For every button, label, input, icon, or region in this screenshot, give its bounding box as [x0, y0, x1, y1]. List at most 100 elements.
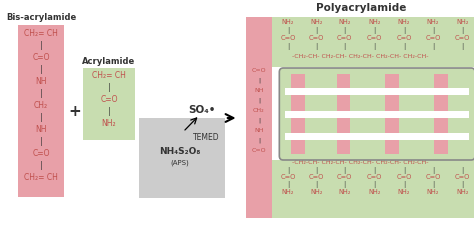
Text: NH₂: NH₂	[310, 189, 323, 195]
Bar	[285, 111, 469, 118]
Text: |: |	[315, 182, 318, 188]
Text: |: |	[374, 42, 376, 50]
Text: -CH₂-CH- CH₂-CH- CH₂-CH- CH₂-CH- CH₂-CH-: -CH₂-CH- CH₂-CH- CH₂-CH- CH₂-CH- CH₂-CH-	[292, 159, 428, 164]
Text: |: |	[432, 182, 434, 188]
Text: C=O: C=O	[252, 67, 266, 72]
Text: C=O: C=O	[367, 174, 383, 180]
Text: NH₂: NH₂	[427, 19, 439, 25]
Text: |: |	[403, 166, 405, 174]
Text: |: |	[403, 42, 405, 50]
Text: |: |	[374, 28, 376, 34]
Bar	[291, 74, 305, 154]
Text: |: |	[374, 182, 376, 188]
Text: C=O: C=O	[309, 174, 324, 180]
Text: |: |	[344, 166, 346, 174]
Text: NH₂: NH₂	[368, 19, 381, 25]
Text: |: |	[287, 182, 289, 188]
Text: |: |	[374, 166, 376, 174]
Text: NH₂: NH₂	[338, 19, 351, 25]
Text: C=O: C=O	[426, 35, 441, 41]
Text: NH₂: NH₂	[427, 189, 439, 195]
Text: C=O: C=O	[281, 35, 296, 41]
Bar	[246, 17, 474, 67]
Text: NH: NH	[35, 124, 46, 133]
Text: NH₂: NH₂	[368, 189, 381, 195]
Text: |: |	[432, 28, 434, 34]
Text: |: |	[315, 42, 318, 50]
Text: NH₂: NH₂	[456, 189, 469, 195]
Text: C=O: C=O	[455, 174, 470, 180]
Text: +: +	[69, 104, 82, 120]
Text: |: |	[39, 160, 42, 169]
Text: C=O: C=O	[396, 174, 411, 180]
Text: NH₄S₂O₈: NH₄S₂O₈	[159, 148, 201, 156]
Text: |: |	[315, 28, 318, 34]
Text: NH₂: NH₂	[102, 120, 116, 128]
Text: C=O: C=O	[32, 149, 50, 157]
Text: |: |	[108, 84, 110, 93]
Text: |: |	[39, 40, 42, 50]
Text: NH₂: NH₂	[456, 19, 469, 25]
Bar	[139, 118, 225, 198]
Text: |: |	[287, 28, 289, 34]
Text: |: |	[39, 64, 42, 73]
Text: |: |	[39, 113, 42, 122]
Text: CH₂= CH: CH₂= CH	[24, 173, 58, 182]
Text: C=O: C=O	[100, 95, 118, 104]
Text: |: |	[461, 42, 464, 50]
Text: |: |	[258, 117, 260, 123]
Text: CH₂: CH₂	[253, 107, 264, 113]
Bar	[285, 111, 469, 118]
Text: NH: NH	[35, 76, 46, 86]
Bar	[285, 88, 469, 95]
Text: |: |	[315, 166, 318, 174]
Text: |: |	[461, 166, 464, 174]
Text: CH₂= CH: CH₂= CH	[92, 71, 126, 81]
Text: NH₂: NH₂	[282, 19, 294, 25]
Text: (APS): (APS)	[171, 160, 190, 166]
Text: |: |	[287, 42, 289, 50]
Text: CH₂= CH: CH₂= CH	[24, 29, 58, 37]
Text: |: |	[258, 97, 260, 103]
Text: NH: NH	[254, 88, 264, 93]
Text: |: |	[108, 107, 110, 117]
Text: SO₄•: SO₄•	[188, 105, 215, 115]
Text: |: |	[344, 42, 346, 50]
Bar	[285, 88, 469, 95]
Text: C=O: C=O	[309, 35, 324, 41]
Bar	[337, 74, 350, 154]
Text: |: |	[403, 28, 405, 34]
Text: NH: NH	[254, 127, 264, 132]
Text: Bis-acrylamide: Bis-acrylamide	[6, 13, 76, 23]
Text: NH₂: NH₂	[398, 189, 410, 195]
Text: Polyacrylamide: Polyacrylamide	[316, 3, 406, 13]
Text: C=O: C=O	[32, 53, 50, 62]
Text: |: |	[461, 28, 464, 34]
Bar	[434, 74, 448, 154]
Text: NH₂: NH₂	[282, 189, 294, 195]
Text: |: |	[344, 182, 346, 188]
Text: NH₂: NH₂	[338, 189, 351, 195]
Text: NH₂: NH₂	[398, 19, 410, 25]
Text: -CH₂-CH- CH₂-CH- CH₂-CH- CH₂-CH- CH₂-CH-: -CH₂-CH- CH₂-CH- CH₂-CH- CH₂-CH- CH₂-CH-	[292, 54, 428, 59]
Text: C=O: C=O	[455, 35, 470, 41]
Text: |: |	[432, 166, 434, 174]
Text: |: |	[344, 28, 346, 34]
Text: |: |	[39, 89, 42, 97]
Bar	[83, 68, 135, 140]
Text: C=O: C=O	[367, 35, 383, 41]
Text: Acrylamide: Acrylamide	[82, 57, 136, 65]
Text: TEMED: TEMED	[193, 132, 219, 142]
Text: C=O: C=O	[337, 35, 352, 41]
Bar	[285, 133, 469, 140]
Text: C=O: C=O	[426, 174, 441, 180]
Bar	[385, 74, 399, 154]
FancyBboxPatch shape	[279, 68, 474, 160]
Text: |: |	[258, 77, 260, 83]
Bar	[18, 25, 64, 197]
Text: CH₂: CH₂	[34, 100, 48, 110]
Text: |: |	[461, 182, 464, 188]
Text: |: |	[403, 182, 405, 188]
Text: C=O: C=O	[396, 35, 411, 41]
Text: C=O: C=O	[252, 148, 266, 153]
